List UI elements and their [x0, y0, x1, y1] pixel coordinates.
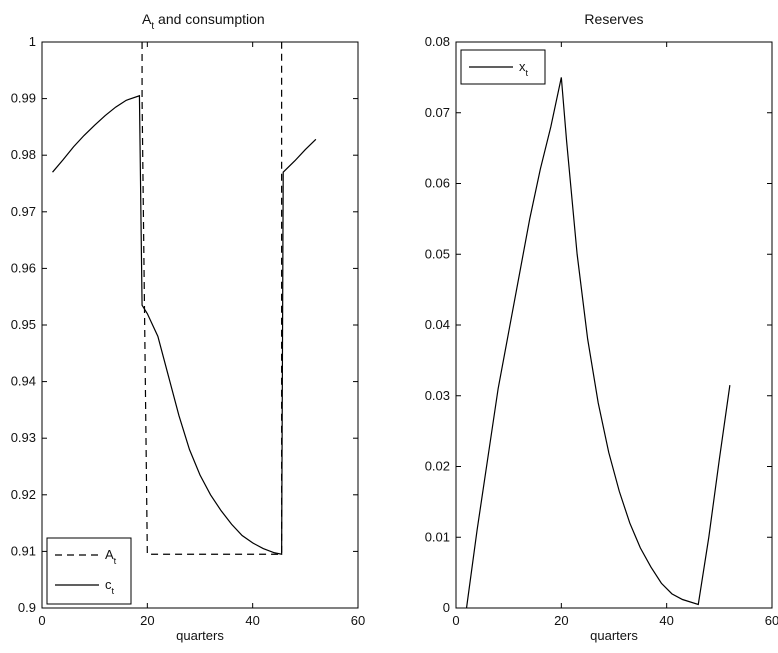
y-tick-label: 0.06 — [425, 176, 450, 191]
legend-entry-text: At — [105, 547, 117, 566]
chart-title-sub: t — [151, 21, 154, 32]
y-tick-label: 0.03 — [425, 388, 450, 403]
legend-entry-main: c — [105, 577, 112, 592]
y-tick-label: 0.01 — [425, 529, 450, 544]
y-tick-label: 0.08 — [425, 34, 450, 49]
series-line-At — [141, 42, 283, 555]
chart-title: Reserves — [584, 11, 643, 27]
chart-title-rest: and consumption — [154, 11, 265, 27]
chart-title-main: A — [142, 11, 152, 27]
chart-title-text: At and consumption — [142, 11, 265, 32]
x-axis-label: quarters — [590, 628, 638, 643]
y-tick-label: 0.99 — [11, 91, 36, 106]
y-tick-label: 0.96 — [11, 260, 36, 275]
legend-entry: At — [105, 547, 117, 566]
chart-panel-2: Reserves 0 0.01 0.02 0.03 0.04 0.05 0.06 0.07 0.0… — [425, 11, 778, 643]
legend-entry: ct — [105, 577, 115, 596]
x-tick-label: 40 — [659, 613, 673, 628]
x-axis-label: quarters — [176, 628, 224, 643]
y-tick-label: 0.05 — [425, 246, 450, 261]
y-tick-label: 0.07 — [425, 105, 450, 120]
legend-entry: xt — [519, 59, 529, 78]
y-tick-label: 0.95 — [11, 317, 36, 332]
legend-entry-text: xt — [519, 59, 529, 78]
legend-entry-sub: t — [526, 68, 529, 78]
y-tick-label: 0 — [443, 600, 450, 615]
series-line-ct — [52, 94, 317, 555]
y-tick-label: 1 — [29, 34, 36, 49]
legend: xt — [460, 49, 546, 85]
y-tick-label: 0.91 — [11, 543, 36, 558]
x-tick-label: 20 — [140, 613, 154, 628]
legend-box — [46, 537, 132, 605]
x-tick-label: 60 — [765, 613, 778, 628]
y-tick-label: 0.93 — [11, 430, 36, 445]
y-tick-label: 0.02 — [425, 459, 450, 474]
x-tick-label: 0 — [452, 613, 459, 628]
plot-frame — [41, 41, 359, 609]
x-tick-label: 0 — [38, 613, 45, 628]
legend-entry-main: x — [519, 59, 526, 74]
y-tick-label: 0.9 — [18, 600, 36, 615]
chart-panel-1: At and consumption 0.9 0.91 0.92 0.93 0.94 0.9… — [11, 11, 366, 643]
y-tick-label: 0.97 — [11, 204, 36, 219]
legend-entry-sub: t — [112, 586, 115, 596]
chart-title: At and consumption — [142, 11, 265, 32]
y-tick-label: 0.92 — [11, 487, 36, 502]
x-tick-label: 40 — [245, 613, 259, 628]
x-tick-label: 60 — [351, 613, 365, 628]
y-tick-label: 0.98 — [11, 147, 36, 162]
legend-entry-main: A — [105, 547, 114, 562]
legend-entry-sub: t — [114, 556, 117, 566]
legend-entry-text: ct — [105, 577, 115, 596]
plot-frame — [455, 41, 773, 609]
series-line-xt — [465, 77, 731, 609]
y-tick-label: 0.04 — [425, 317, 450, 332]
x-tick-label: 20 — [554, 613, 568, 628]
y-tick-label: 0.94 — [11, 374, 36, 389]
